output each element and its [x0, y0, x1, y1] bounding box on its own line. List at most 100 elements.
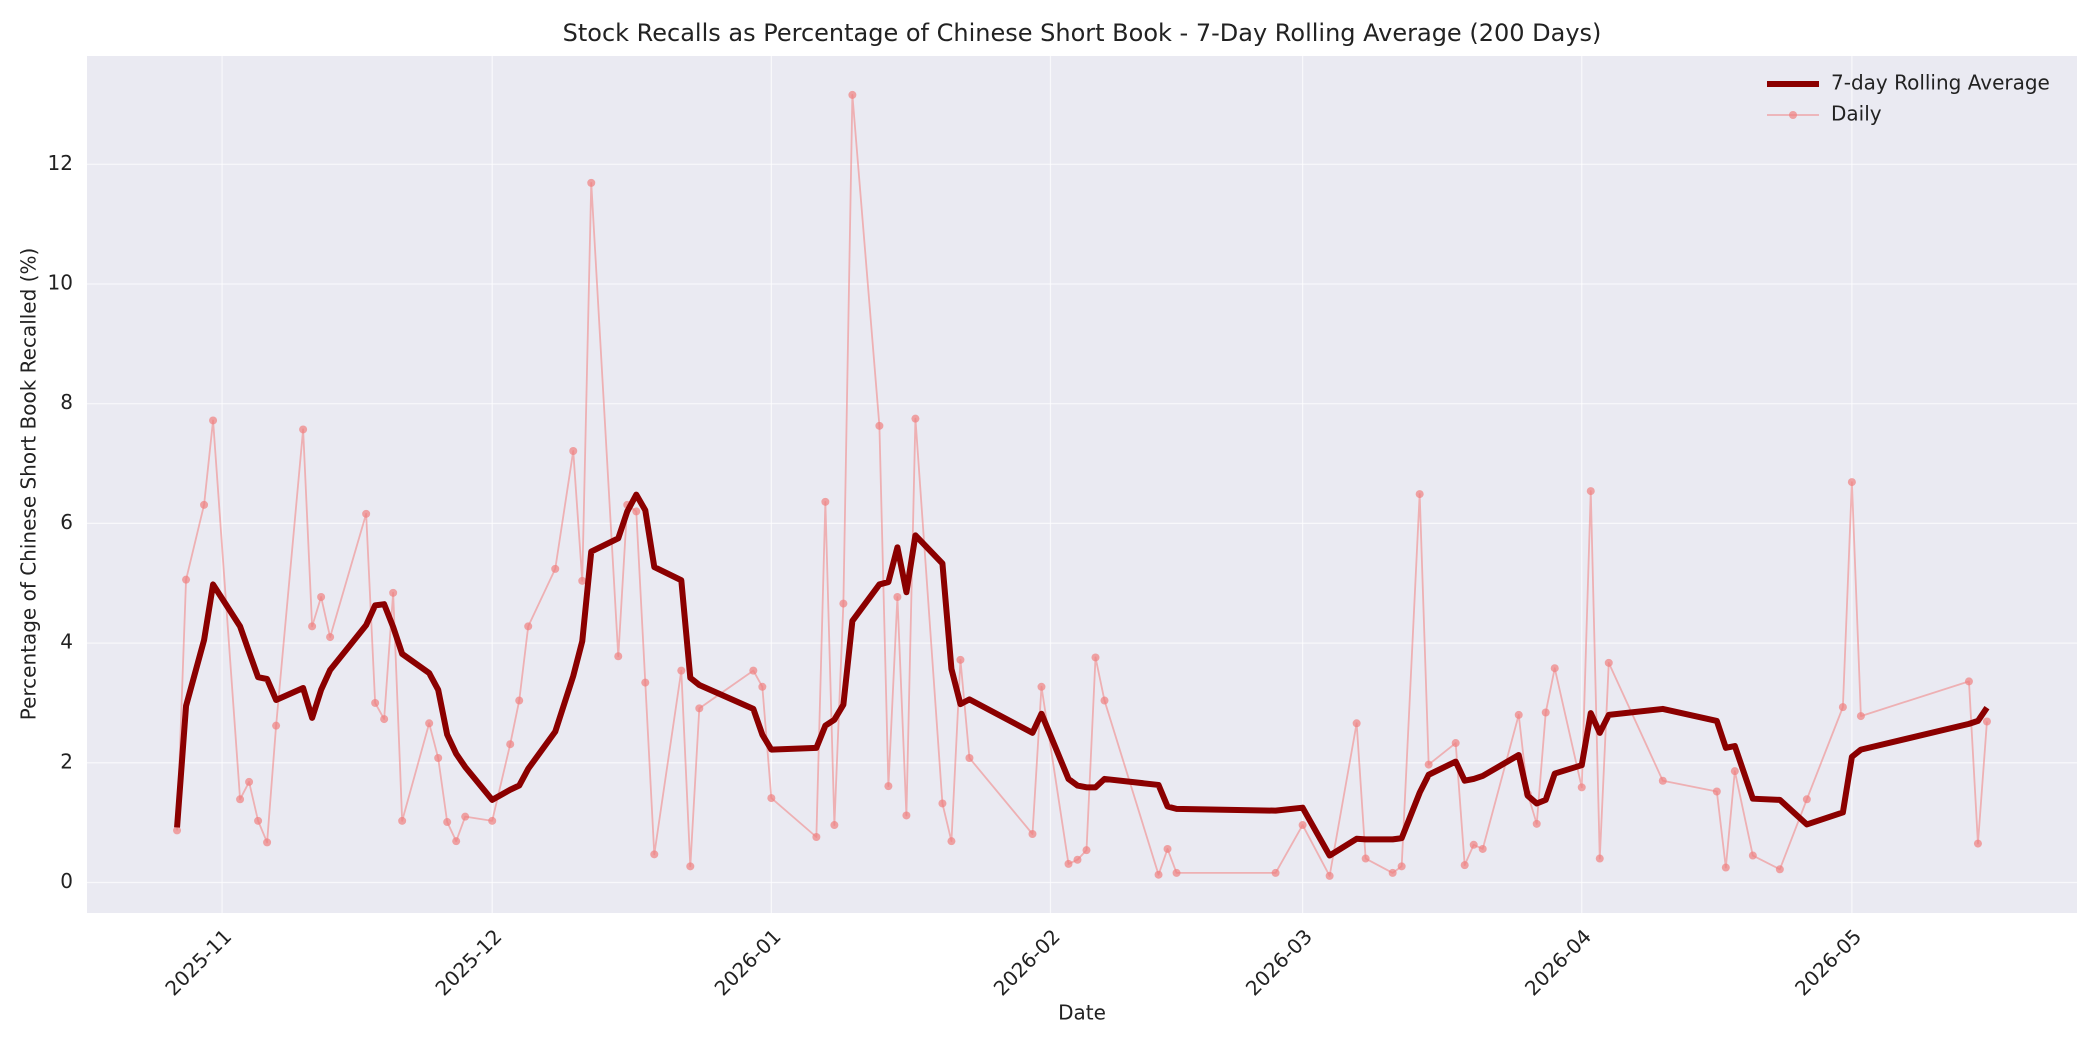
x-axis-label: Date	[1058, 1001, 1106, 1025]
data-point	[911, 414, 920, 423]
data-point	[677, 666, 686, 675]
data-point	[947, 837, 956, 846]
data-point	[965, 753, 974, 762]
data-point	[1586, 487, 1595, 496]
data-point	[1838, 703, 1847, 712]
y-tick-label: 12	[48, 151, 73, 175]
data-point	[875, 421, 884, 430]
data-point	[1082, 846, 1091, 855]
data-point	[884, 782, 893, 791]
y-axis-label: Percentage of Chinese Short Book Recalle…	[17, 248, 41, 721]
x-tick-label: 2025-12	[430, 924, 506, 1000]
data-point	[893, 593, 902, 602]
data-point	[443, 818, 452, 827]
data-point	[1730, 767, 1739, 776]
data-point	[614, 652, 623, 661]
data-point	[821, 497, 830, 506]
data-point	[308, 622, 317, 631]
data-point	[1964, 677, 1973, 686]
data-point	[812, 832, 821, 841]
data-point	[1397, 862, 1406, 871]
data-point	[1028, 830, 1037, 839]
data-point	[695, 704, 704, 713]
x-tick-label: 2026-04	[1520, 924, 1596, 1000]
data-point	[1658, 776, 1667, 785]
x-tick-label: 2026-01	[710, 924, 786, 1000]
data-point	[578, 576, 587, 585]
y-tick-label: 4	[60, 630, 73, 654]
data-point	[1424, 760, 1433, 769]
y-tick-label: 0	[60, 869, 73, 893]
data-point	[1298, 821, 1307, 830]
data-point	[362, 509, 371, 518]
data-point	[245, 777, 254, 786]
legend-label: 7-day Rolling Average	[1831, 71, 2050, 95]
data-point	[371, 698, 380, 707]
data-point	[1325, 871, 1334, 880]
x-tick-label: 2025-11	[160, 924, 236, 1000]
x-tick-label: 2026-02	[989, 924, 1065, 1000]
data-point	[1361, 854, 1370, 863]
legend-label: Daily	[1831, 102, 1882, 126]
data-point	[1388, 868, 1397, 877]
data-point	[1532, 819, 1541, 828]
data-point	[830, 821, 839, 830]
data-point	[902, 811, 911, 820]
data-point	[182, 575, 191, 584]
data-point	[686, 862, 695, 871]
data-point	[758, 682, 767, 691]
data-point	[938, 799, 947, 808]
data-point	[524, 622, 533, 631]
data-point	[1595, 854, 1604, 863]
series-line	[174, 491, 1990, 859]
chart-title: Stock Recalls as Percentage of Chinese S…	[563, 19, 1602, 47]
data-point	[380, 715, 389, 724]
data-point	[236, 795, 245, 804]
data-point	[1163, 844, 1172, 853]
data-point	[1271, 868, 1280, 877]
data-point	[1154, 870, 1163, 879]
data-point	[1451, 739, 1460, 748]
data-point	[1550, 664, 1559, 673]
data-point	[1415, 490, 1424, 499]
data-point	[299, 425, 308, 434]
data-point	[1775, 865, 1784, 874]
data-point	[1460, 861, 1469, 870]
data-point	[1073, 855, 1082, 864]
data-point	[488, 816, 497, 825]
x-tick-label: 2026-03	[1241, 924, 1317, 1000]
data-point	[209, 416, 218, 425]
data-point	[587, 178, 596, 187]
data-point	[1352, 719, 1361, 728]
data-point	[425, 719, 434, 728]
data-point	[1514, 710, 1523, 719]
y-tick-label: 6	[60, 510, 73, 534]
data-point	[452, 837, 461, 846]
data-point	[1064, 859, 1073, 868]
data-point	[551, 564, 560, 573]
y-tick-label: 2	[60, 749, 73, 773]
legend-marker	[1789, 111, 1797, 119]
data-point	[1478, 844, 1487, 853]
y-tick-label: 10	[48, 271, 73, 295]
data-point	[569, 446, 578, 455]
data-point	[1721, 863, 1730, 872]
data-point	[641, 678, 650, 687]
data-point	[200, 500, 209, 509]
data-point	[1469, 840, 1478, 849]
y-tick-label: 8	[60, 390, 73, 414]
data-point	[767, 794, 776, 803]
data-point	[461, 812, 470, 821]
data-point	[1748, 851, 1757, 860]
data-point	[632, 507, 641, 516]
data-point	[434, 753, 443, 762]
data-point	[1100, 696, 1109, 705]
data-point	[263, 838, 272, 847]
data-point	[1802, 795, 1811, 804]
data-point	[848, 90, 857, 99]
data-point	[749, 666, 758, 675]
data-point	[1973, 839, 1982, 848]
data-point	[1037, 682, 1046, 691]
